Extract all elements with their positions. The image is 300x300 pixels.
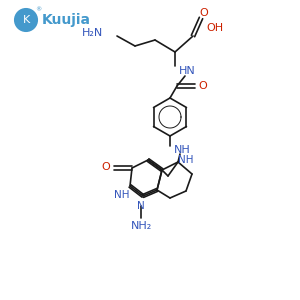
Text: O: O (102, 162, 110, 172)
Text: Kuujia: Kuujia (42, 13, 91, 27)
Text: N: N (137, 201, 145, 211)
Text: ®: ® (35, 8, 41, 13)
Text: NH: NH (178, 155, 194, 165)
Text: HN: HN (178, 66, 195, 76)
Circle shape (15, 9, 37, 31)
Text: NH: NH (174, 145, 190, 155)
Text: NH: NH (114, 190, 130, 200)
Text: K: K (22, 15, 30, 25)
Text: O: O (199, 81, 207, 91)
Text: H₂N: H₂N (82, 28, 103, 38)
Text: O: O (200, 8, 208, 18)
Text: NH₂: NH₂ (130, 221, 152, 231)
Text: OH: OH (206, 23, 224, 33)
